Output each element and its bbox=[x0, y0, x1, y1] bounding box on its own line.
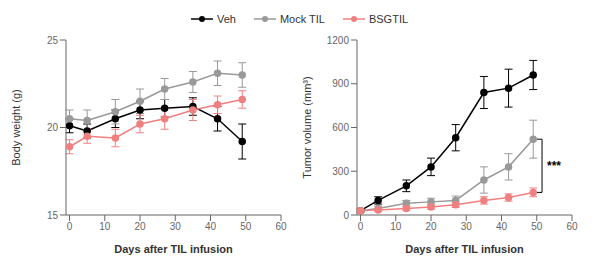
svg-text:10: 10 bbox=[390, 221, 402, 232]
html-text:BSGTIL: BSGTIL bbox=[368, 13, 409, 25]
svg-text:600: 600 bbox=[332, 122, 349, 133]
svg-text:***: *** bbox=[547, 159, 561, 173]
svg-text:40: 40 bbox=[496, 221, 508, 232]
svg-text:0: 0 bbox=[67, 221, 73, 232]
svg-text:0: 0 bbox=[343, 210, 349, 221]
svg-text:Tumor volume (mm³): Tumor volume (mm³) bbox=[301, 76, 313, 178]
svg-text:900: 900 bbox=[332, 78, 349, 89]
svg-text:Days after TIL infusion: Days after TIL infusion bbox=[405, 243, 524, 255]
svg-text:20: 20 bbox=[425, 221, 437, 232]
svg-text:50: 50 bbox=[240, 221, 252, 232]
svg-text:20: 20 bbox=[134, 221, 146, 232]
svg-text:1200: 1200 bbox=[327, 35, 350, 46]
svg-text:15: 15 bbox=[47, 210, 59, 221]
svg-text:60: 60 bbox=[275, 221, 287, 232]
svg-text:Body weight (g): Body weight (g) bbox=[10, 89, 22, 165]
svg-text:300: 300 bbox=[332, 166, 349, 177]
svg-text:20: 20 bbox=[47, 122, 59, 133]
html-text:Mock TIL: Mock TIL bbox=[279, 13, 325, 25]
svg-text:50: 50 bbox=[531, 221, 543, 232]
svg-text:60: 60 bbox=[566, 221, 578, 232]
svg-text:25: 25 bbox=[47, 35, 59, 46]
svg-text:30: 30 bbox=[170, 221, 182, 232]
svg-text:30: 30 bbox=[461, 221, 473, 232]
svg-text:40: 40 bbox=[205, 221, 217, 232]
svg-text:10: 10 bbox=[99, 221, 111, 232]
svg-text:0: 0 bbox=[358, 221, 364, 232]
svg-text:Days after TIL infusion: Days after TIL infusion bbox=[114, 243, 233, 255]
html-text:Veh: Veh bbox=[216, 13, 236, 25]
